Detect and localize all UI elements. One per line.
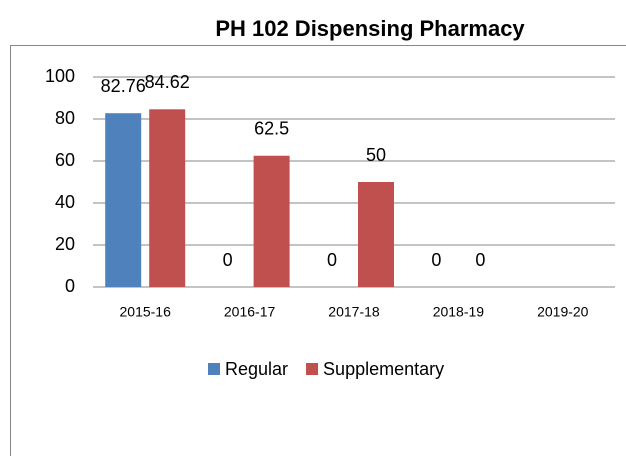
data-label: 84.62 xyxy=(145,72,190,92)
x-tick-label: 2019-20 xyxy=(537,304,589,320)
data-label: 62.5 xyxy=(254,119,289,139)
legend-label: Regular xyxy=(225,359,288,379)
x-tick-label: 2017-18 xyxy=(328,304,380,320)
y-tick-label: 80 xyxy=(55,108,75,128)
y-tick-label: 40 xyxy=(55,192,75,212)
y-tick-label: 20 xyxy=(55,234,75,254)
data-label: 0 xyxy=(431,250,441,270)
data-label: 0 xyxy=(327,250,337,270)
y-tick-label: 0 xyxy=(65,276,75,296)
y-tick-label: 100 xyxy=(45,66,75,86)
y-tick-label: 60 xyxy=(55,150,75,170)
bar xyxy=(149,109,186,287)
bar xyxy=(358,182,394,287)
data-label: 50 xyxy=(366,145,386,165)
legend-label: Supplementary xyxy=(323,359,444,379)
data-label: 0 xyxy=(223,250,233,270)
x-tick-label: 2015-16 xyxy=(120,304,172,320)
chart-title: PH 102 Dispensing Pharmacy xyxy=(215,16,525,41)
bar xyxy=(253,155,290,287)
legend-swatch xyxy=(306,363,319,375)
data-label: 0 xyxy=(475,250,485,270)
chart-border xyxy=(10,45,626,456)
data-label: 82.76 xyxy=(101,76,146,96)
x-tick-label: 2018-19 xyxy=(433,304,485,320)
bar xyxy=(105,113,142,287)
x-tick-label: 2016-17 xyxy=(224,304,276,320)
legend-swatch xyxy=(208,363,220,375)
